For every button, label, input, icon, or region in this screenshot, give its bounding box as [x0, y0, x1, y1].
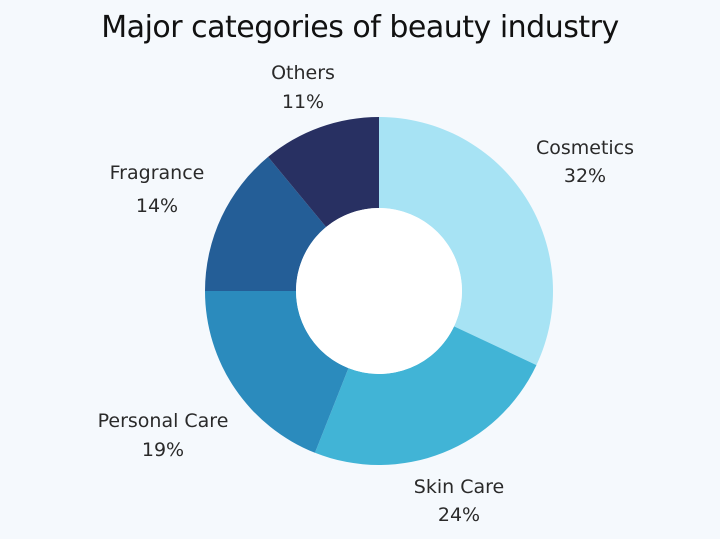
slice-fragrance	[205, 156, 327, 291]
slices-group	[205, 117, 553, 465]
slice-value-personal-care: 19%	[142, 439, 184, 461]
slice-personal-care	[205, 291, 349, 453]
slice-value-skin-care: 24%	[438, 504, 480, 526]
slice-value-fragrance: 14%	[136, 195, 178, 217]
slice-value-cosmetics: 32%	[564, 165, 606, 187]
slice-label-fragrance: Fragrance	[110, 162, 205, 184]
chart-title: Major categories of beauty industry	[101, 10, 619, 45]
slice-cosmetics	[379, 117, 553, 366]
slice-label-others: Others	[271, 62, 335, 84]
slice-value-others: 11%	[282, 91, 324, 113]
slice-label-personal-care: Personal Care	[98, 410, 229, 432]
donut-hole	[296, 208, 462, 374]
slice-skin-care	[314, 326, 537, 465]
slice-label-skin-care: Skin Care	[414, 476, 504, 498]
slice-label-cosmetics: Cosmetics	[536, 137, 634, 159]
labels-group: Cosmetics 32% Skin Care 24% Personal Care 19%…	[98, 62, 634, 526]
slice-others	[268, 117, 379, 228]
